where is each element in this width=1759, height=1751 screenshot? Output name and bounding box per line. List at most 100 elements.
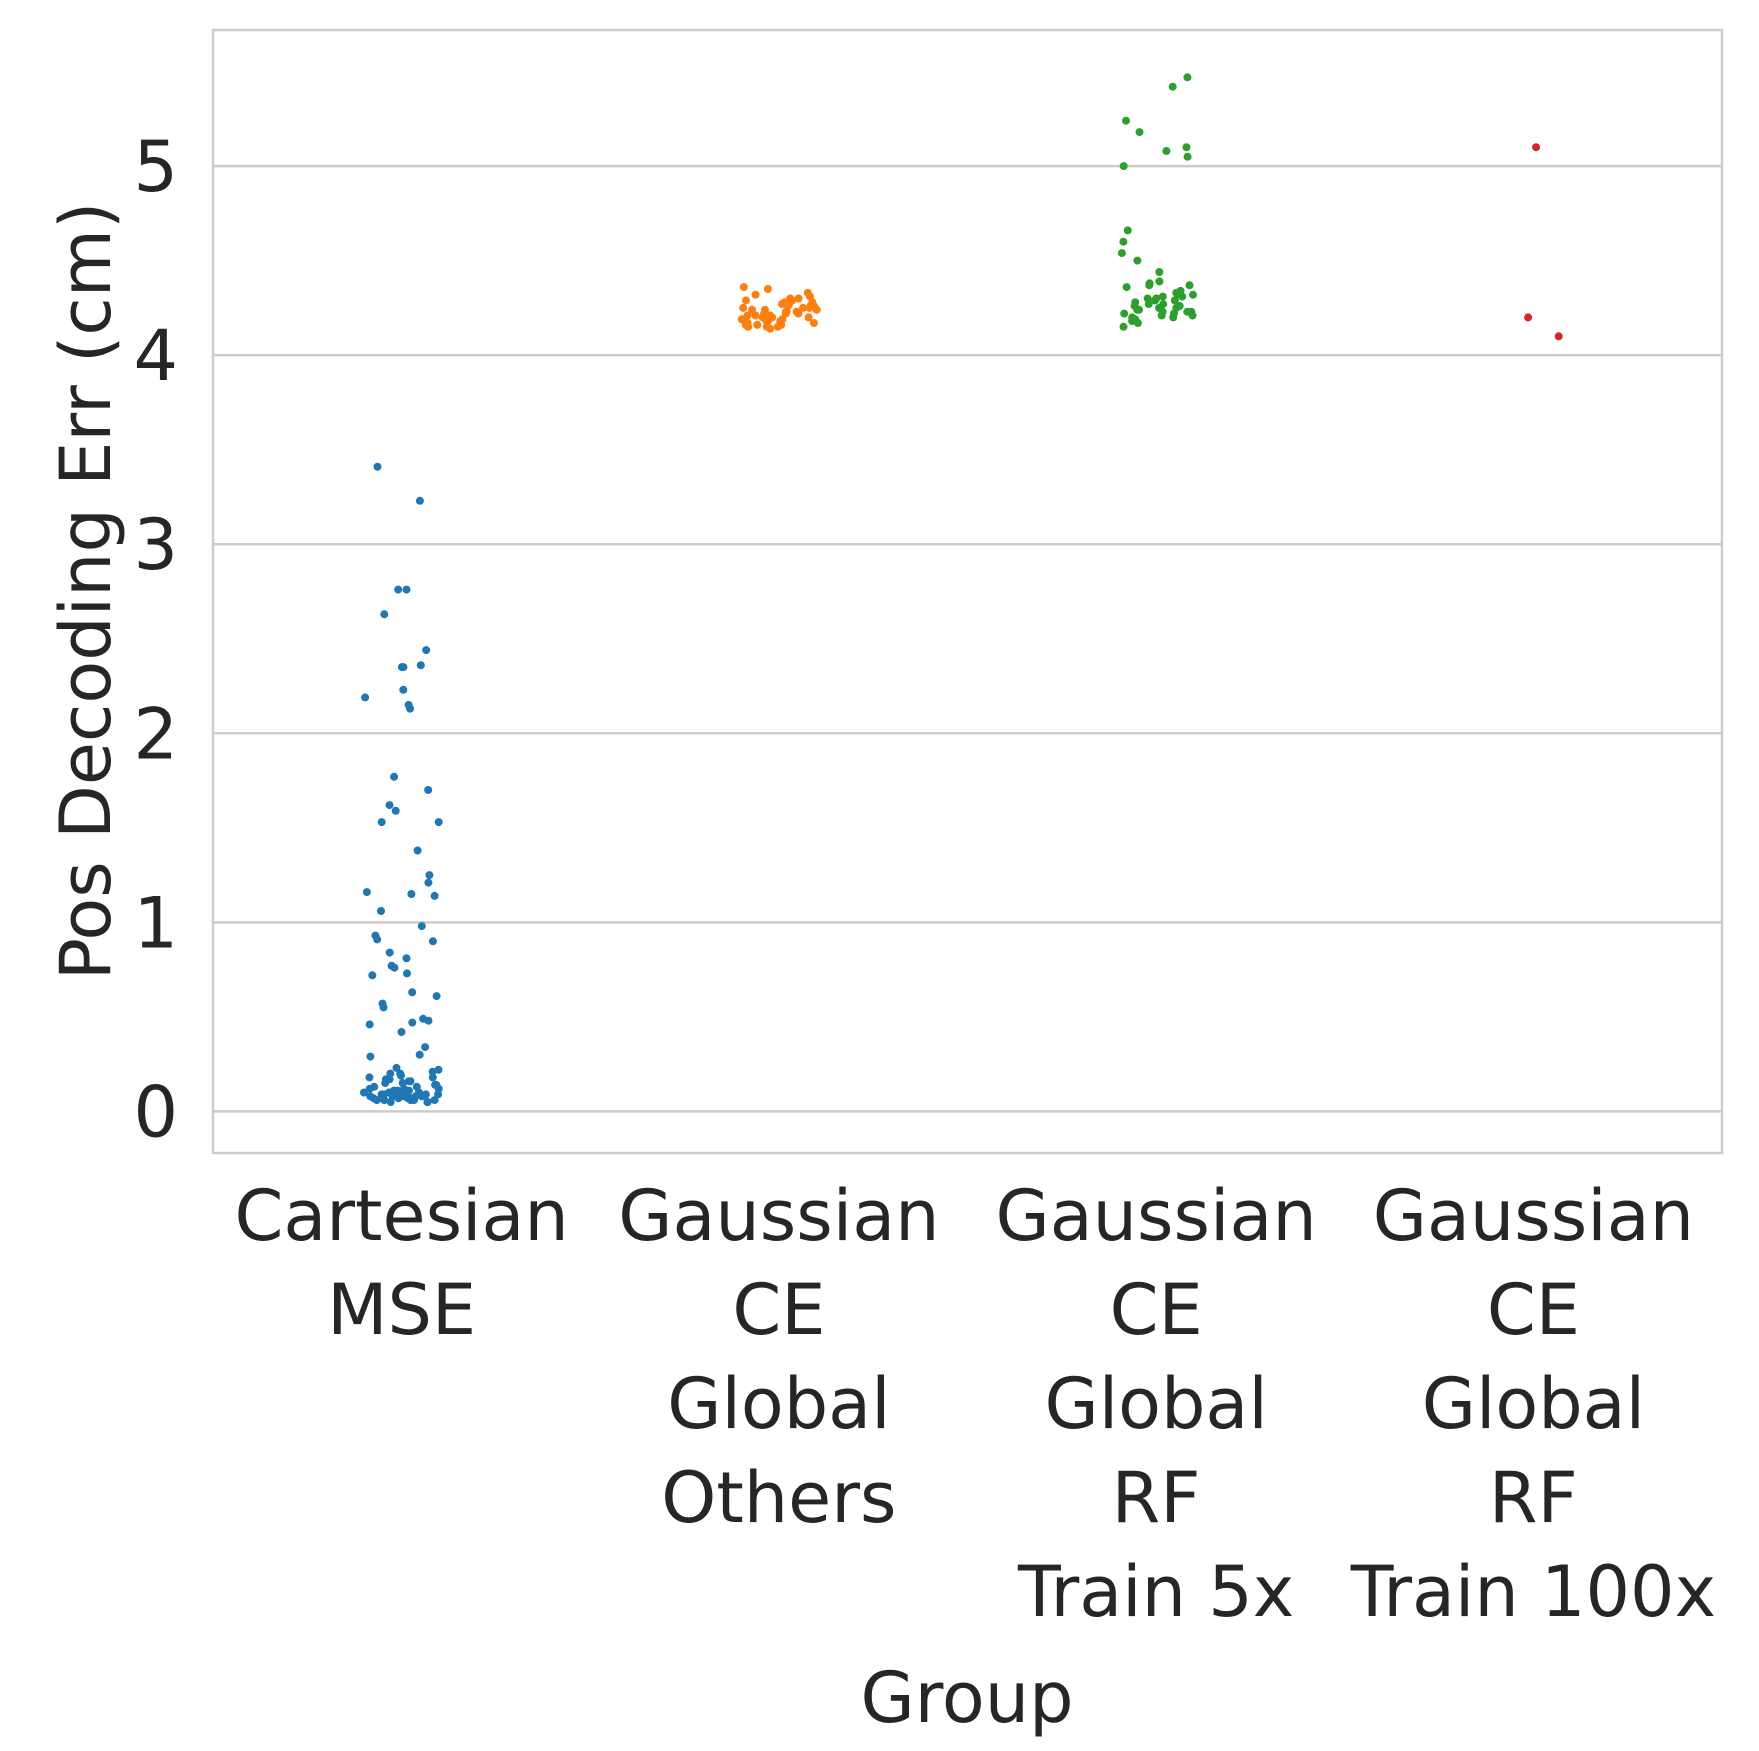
data-point bbox=[390, 963, 399, 972]
x-tick-label-line: Train 100x bbox=[1350, 1551, 1716, 1633]
data-point bbox=[417, 922, 426, 931]
data-point bbox=[415, 496, 424, 505]
data-point bbox=[1158, 292, 1167, 301]
data-point bbox=[762, 317, 771, 326]
data-point bbox=[1151, 296, 1160, 305]
data-point bbox=[799, 303, 808, 312]
data-point bbox=[1119, 322, 1128, 331]
y-tick-label: 1 bbox=[133, 882, 178, 964]
data-point bbox=[408, 1018, 417, 1027]
data-point bbox=[379, 1003, 388, 1012]
data-point bbox=[402, 954, 411, 963]
data-point bbox=[416, 661, 425, 670]
data-point bbox=[423, 1098, 432, 1106]
x-tick-label-line: MSE bbox=[327, 1269, 476, 1351]
data-point bbox=[361, 693, 370, 702]
data-point bbox=[380, 1090, 388, 1099]
data-point bbox=[424, 878, 433, 887]
x-tick-label-line: Others bbox=[661, 1457, 896, 1539]
data-point bbox=[425, 871, 434, 880]
data-point bbox=[1168, 82, 1177, 91]
x-tick-label-line: Cartesian bbox=[235, 1175, 569, 1257]
data-point bbox=[744, 322, 753, 331]
data-point bbox=[385, 801, 394, 810]
data-point bbox=[366, 1052, 375, 1061]
data-point bbox=[417, 1092, 426, 1101]
data-point bbox=[408, 988, 417, 997]
data-point bbox=[1135, 305, 1143, 314]
data-point bbox=[434, 818, 443, 827]
data-point bbox=[1189, 290, 1197, 299]
data-point bbox=[1133, 319, 1142, 327]
data-point bbox=[766, 324, 775, 333]
data-point bbox=[403, 969, 411, 978]
data-point bbox=[1178, 292, 1187, 301]
y-tick-label: 5 bbox=[133, 126, 178, 208]
data-point bbox=[365, 1073, 374, 1082]
data-point bbox=[1155, 268, 1164, 276]
data-point bbox=[1117, 249, 1126, 258]
data-point bbox=[1185, 281, 1194, 290]
data-point bbox=[368, 971, 377, 980]
x-tick-label-line: Train 5x bbox=[1017, 1551, 1294, 1633]
data-point bbox=[399, 663, 408, 672]
data-point bbox=[428, 1067, 437, 1076]
data-point bbox=[394, 585, 403, 594]
data-point bbox=[1169, 313, 1178, 322]
data-point bbox=[428, 937, 437, 946]
y-tick-label: 3 bbox=[133, 504, 178, 586]
data-point bbox=[778, 300, 786, 309]
data-point bbox=[373, 462, 382, 471]
data-point bbox=[392, 1063, 401, 1072]
data-point bbox=[1183, 73, 1192, 82]
data-point bbox=[1122, 116, 1130, 125]
x-tick-label: Gaussian CE Global RF Train 100x bbox=[1350, 1175, 1716, 1633]
data-point bbox=[794, 294, 803, 303]
data-point bbox=[742, 296, 750, 305]
data-point bbox=[1157, 311, 1166, 320]
data-point bbox=[413, 846, 422, 855]
y-gridlines bbox=[213, 164, 1722, 1113]
y-tick-labels: 0 1 2 3 4 5 bbox=[133, 126, 178, 1153]
x-tick-label-line: Gaussian bbox=[1373, 1175, 1694, 1257]
data-point bbox=[1170, 296, 1179, 305]
x-tick-label: Gaussian CE Global RF Train 5x bbox=[996, 1175, 1317, 1633]
data-point bbox=[381, 1079, 390, 1087]
y-axis-title: Pos Decoding Err (cm) bbox=[45, 202, 127, 981]
x-tick-label-line: CE bbox=[1487, 1269, 1580, 1351]
x-tick-label-line: Global bbox=[1044, 1363, 1267, 1445]
data-point bbox=[1122, 283, 1131, 292]
data-point bbox=[751, 311, 760, 320]
x-axis-title: Group bbox=[860, 1657, 1073, 1739]
data-point bbox=[404, 1077, 413, 1086]
data-points bbox=[360, 73, 1563, 1106]
y-tick-label: 2 bbox=[133, 693, 178, 775]
data-point bbox=[773, 322, 782, 331]
plot-background bbox=[213, 30, 1722, 1153]
x-tick-label-line: Gaussian bbox=[618, 1175, 939, 1257]
data-point bbox=[1119, 237, 1128, 246]
data-point bbox=[1162, 147, 1171, 155]
data-point bbox=[812, 305, 821, 314]
data-point bbox=[430, 1096, 439, 1105]
data-point bbox=[739, 303, 748, 312]
data-point bbox=[365, 1020, 374, 1029]
data-point bbox=[430, 891, 439, 900]
data-point bbox=[805, 303, 814, 312]
data-point bbox=[391, 806, 400, 815]
data-point bbox=[424, 1016, 433, 1025]
data-point bbox=[385, 948, 394, 957]
data-point bbox=[1188, 311, 1197, 320]
data-point bbox=[1145, 281, 1154, 290]
data-point bbox=[380, 610, 389, 619]
x-tick-label-line: CE bbox=[1110, 1269, 1203, 1351]
data-point bbox=[739, 283, 748, 292]
x-tick-label: Gaussian CE Global Others bbox=[618, 1175, 939, 1539]
data-point bbox=[1133, 256, 1142, 265]
data-point bbox=[372, 1096, 381, 1105]
data-point bbox=[1123, 226, 1132, 235]
data-point bbox=[1144, 300, 1153, 309]
data-point bbox=[402, 585, 411, 594]
data-point bbox=[410, 1096, 418, 1105]
